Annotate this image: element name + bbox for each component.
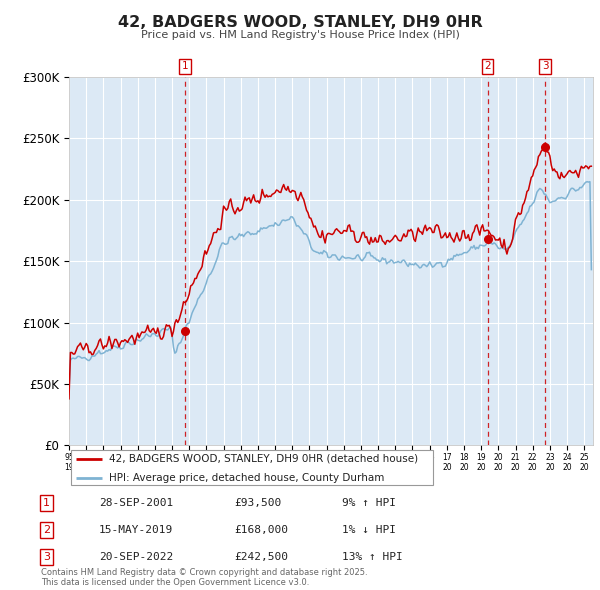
Text: 13% ↑ HPI: 13% ↑ HPI [342,552,403,562]
Text: HPI: Average price, detached house, County Durham: HPI: Average price, detached house, Coun… [109,473,385,483]
Text: 2: 2 [484,61,491,71]
Text: 42, BADGERS WOOD, STANLEY, DH9 0HR (detached house): 42, BADGERS WOOD, STANLEY, DH9 0HR (deta… [109,454,418,464]
Text: 1: 1 [181,61,188,71]
Text: 28-SEP-2001: 28-SEP-2001 [99,498,173,507]
Text: 42, BADGERS WOOD, STANLEY, DH9 0HR: 42, BADGERS WOOD, STANLEY, DH9 0HR [118,15,482,30]
FancyBboxPatch shape [71,450,433,485]
Text: £242,500: £242,500 [234,552,288,562]
Text: 3: 3 [43,552,50,562]
Text: £168,000: £168,000 [234,525,288,535]
Text: Price paid vs. HM Land Registry's House Price Index (HPI): Price paid vs. HM Land Registry's House … [140,30,460,40]
Text: 1% ↓ HPI: 1% ↓ HPI [342,525,396,535]
Text: 1: 1 [43,498,50,507]
Text: 20-SEP-2022: 20-SEP-2022 [99,552,173,562]
Text: £93,500: £93,500 [234,498,281,507]
Text: 9% ↑ HPI: 9% ↑ HPI [342,498,396,507]
Text: Contains HM Land Registry data © Crown copyright and database right 2025.
This d: Contains HM Land Registry data © Crown c… [41,568,367,587]
Text: 15-MAY-2019: 15-MAY-2019 [99,525,173,535]
Text: 2: 2 [43,525,50,535]
Text: 3: 3 [542,61,548,71]
